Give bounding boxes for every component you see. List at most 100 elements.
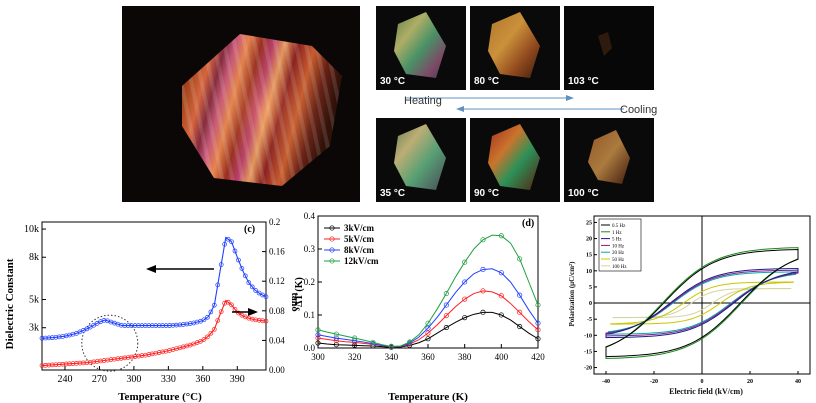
c-data-point: [63, 333, 69, 339]
c-data-point: [125, 323, 131, 328]
c-data-point: [149, 323, 155, 328]
d-data-point: [517, 324, 523, 330]
arrowhead-left: [146, 265, 156, 273]
c-data-point: [129, 323, 134, 328]
c-data-point: [53, 362, 59, 368]
e-loop: [610, 281, 794, 325]
c-data-point: [208, 330, 214, 336]
c-data-point: [180, 344, 186, 350]
c-ytick-label: 5k: [29, 295, 39, 306]
c-ytick-right-label: 0.04: [269, 335, 285, 345]
e-ytick-label: 5: [589, 285, 592, 291]
c-ytick-right-label: 0.00: [269, 365, 285, 375]
c-data-point: [225, 236, 231, 242]
c-data-point: [122, 323, 128, 328]
c-data-point: [91, 359, 97, 365]
e-xtick-label: -20: [650, 379, 658, 385]
d-data-point: [498, 293, 504, 299]
c-data-point: [125, 355, 131, 360]
c-data-point: [136, 323, 141, 328]
c-data-point: [81, 360, 86, 366]
c-data-point: [163, 323, 169, 328]
c-data-point: [63, 361, 69, 367]
c-data-point: [205, 334, 210, 340]
micrograph-80c: 80 °C: [470, 6, 560, 90]
e-legend-label: 10 Hz: [612, 244, 625, 249]
c-data-point: [156, 323, 162, 328]
c-ylabel-right: tanδ: [289, 292, 300, 311]
c-data-point: [167, 323, 172, 328]
c-data-point: [112, 356, 117, 362]
c-data-point: [184, 321, 190, 327]
c-data-point: [246, 280, 252, 285]
c-data-point: [174, 322, 179, 328]
d-series-line: [317, 268, 539, 348]
d-data-point: [388, 343, 394, 349]
d-data-point: [462, 259, 468, 265]
e-loop: [612, 288, 792, 319]
d-xtick-label: 300: [311, 352, 325, 362]
c-data-point: [139, 323, 145, 328]
c-data-point: [132, 323, 138, 328]
d-data-point: [425, 325, 431, 331]
d-data-point: [462, 279, 468, 285]
d-data-point: [462, 315, 468, 321]
d-data-point: [535, 327, 541, 333]
temp-label-30: 30 °C: [380, 76, 406, 87]
c-data-point: [70, 331, 76, 337]
c-data-point: [108, 357, 114, 362]
c-ytick-label: 10k: [24, 224, 39, 235]
c-data-point: [60, 334, 66, 339]
temp-label-35: 35 °C: [380, 188, 406, 199]
c-data-point: [170, 347, 176, 352]
c-ylabel-left: Dielectric Constant: [4, 258, 16, 349]
e-ytick-label: 10: [586, 269, 592, 275]
c-data-point: [170, 322, 176, 328]
e-legend-label: 1 Hz: [612, 231, 622, 236]
micrograph-30c: 30 °C: [376, 6, 466, 90]
d-ytick-label: 0.4: [304, 211, 316, 221]
d-legend-label: 5kV/cm: [344, 234, 375, 244]
d-legend-marker: [329, 236, 335, 242]
c-data-point: [177, 322, 183, 328]
c-xtick-label: 330: [161, 374, 176, 385]
c-data-point: [205, 314, 210, 320]
c-ytick-label: 8k: [29, 252, 39, 263]
d-data-point: [535, 320, 541, 326]
c-data-point: [132, 354, 138, 359]
c-data-point: [256, 290, 262, 296]
temp-label-100: 100 °C: [568, 188, 599, 199]
dielectric-chart: 240 270 300 330 360 390 3k 5k 8k 10k 0.00 0.04 0.08 0…: [4, 217, 300, 403]
c-xlabel: Temperature (°C): [118, 391, 202, 403]
d-data-point: [498, 270, 504, 276]
d-data-point: [370, 339, 376, 345]
c-data-point: [46, 362, 52, 368]
c-data-point: [43, 335, 48, 341]
d-data-point: [370, 341, 376, 347]
c-data-point: [160, 323, 165, 328]
e-legend-label: 0.5 Hz: [612, 224, 626, 229]
c-data-point: [56, 334, 62, 340]
c-data-point: [201, 317, 207, 323]
d-ytick-label: 0.3: [304, 244, 316, 254]
c-data-point: [249, 284, 255, 290]
d-data-point: [443, 291, 449, 297]
c-data-point: [46, 335, 52, 341]
c-data-point: [87, 324, 93, 330]
micrograph-100c: 100 °C: [564, 118, 654, 202]
c-data-point: [67, 361, 72, 367]
d-xtick-label: 340: [385, 352, 399, 362]
d-legend-label: 12kV/cm: [344, 256, 379, 266]
c-data-point: [201, 337, 207, 342]
c-data-point: [225, 299, 231, 305]
d-data-point: [425, 320, 431, 326]
c-data-point: [218, 262, 224, 267]
e-ytick-label: -10: [584, 333, 592, 339]
temp-label-80: 80 °C: [474, 76, 500, 87]
large-micrograph: [122, 6, 360, 202]
c-data-point: [187, 321, 193, 326]
temp-label-90: 90 °C: [474, 188, 500, 199]
d-data-point: [333, 331, 339, 337]
e-ytick-label: 15: [586, 253, 592, 259]
c-ytick-label: 3k: [29, 323, 39, 334]
